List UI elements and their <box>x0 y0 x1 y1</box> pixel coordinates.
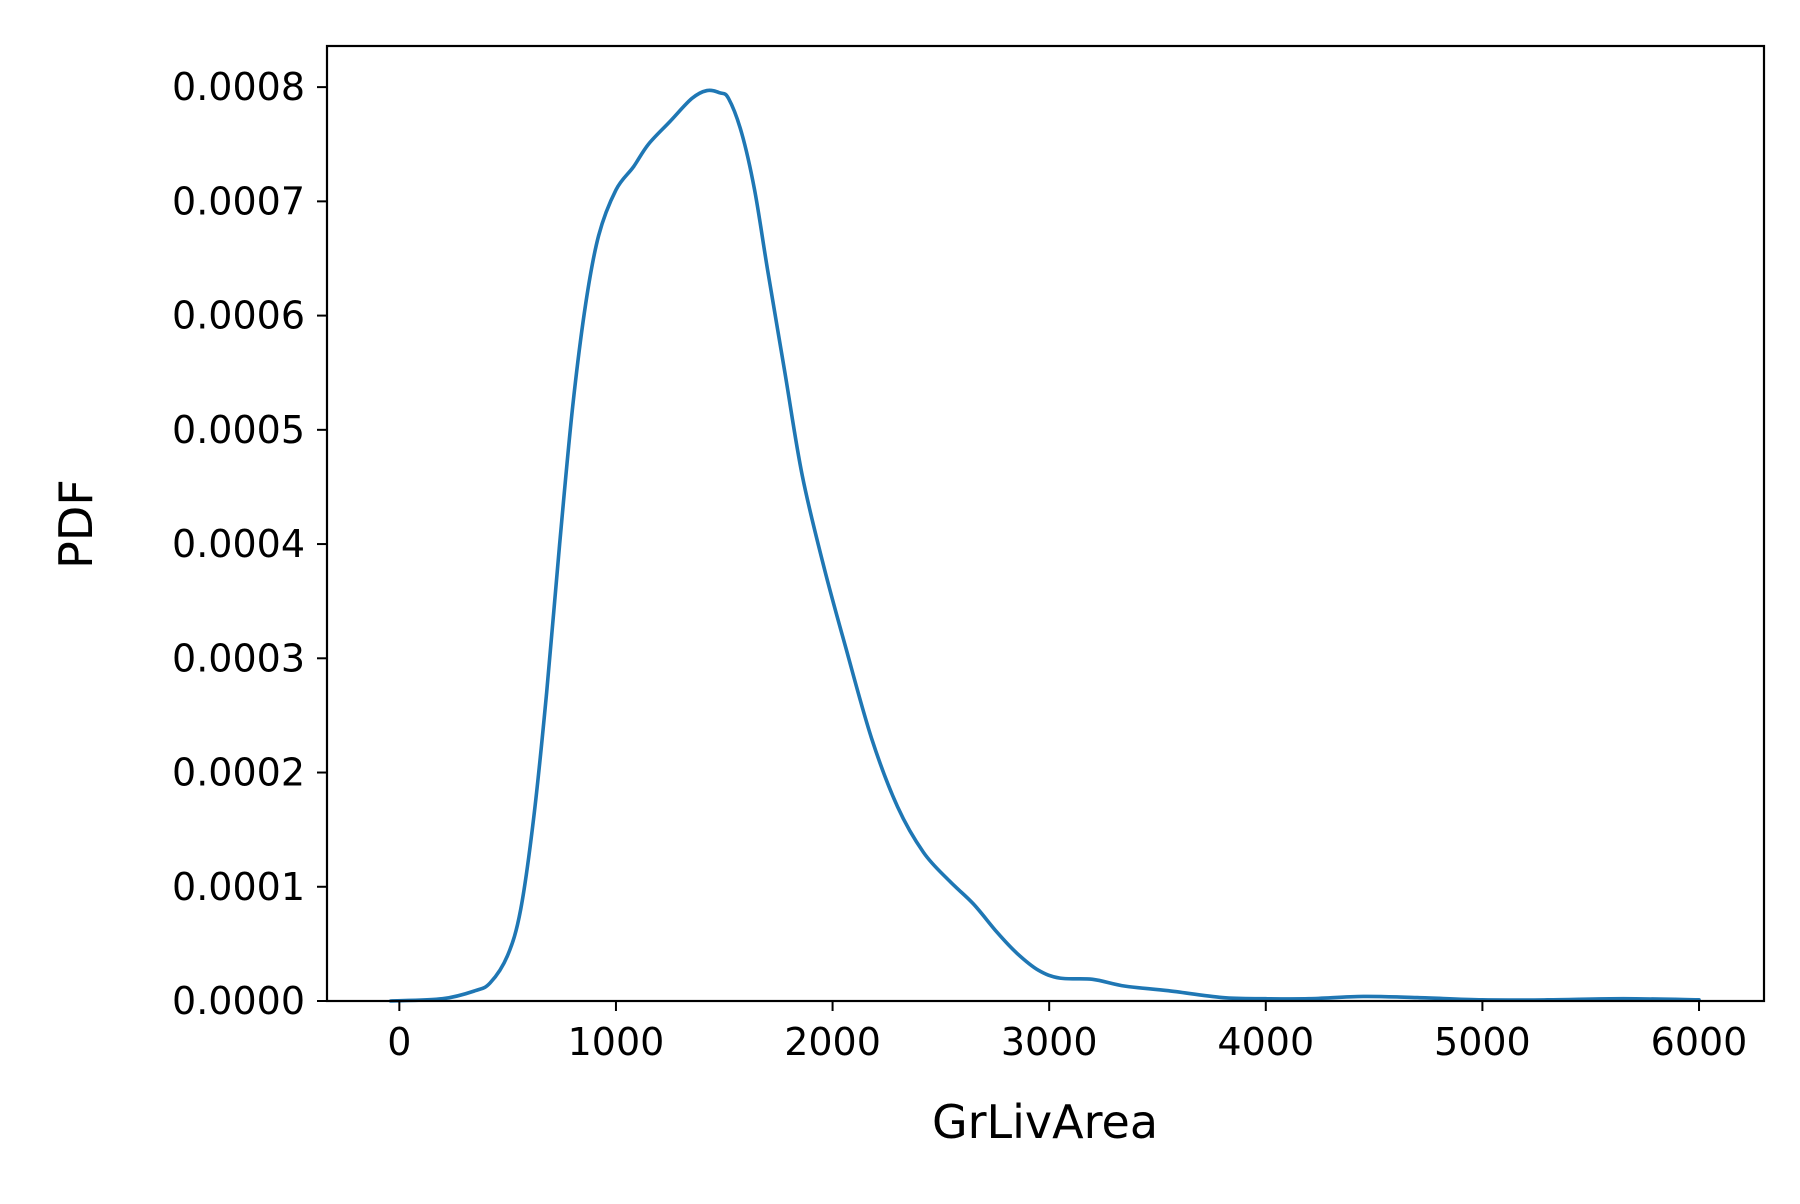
y-tick-label: 0.0003 <box>172 636 305 680</box>
plot-area <box>388 88 1701 1003</box>
y-tick-label: 0.0005 <box>172 408 305 452</box>
x-tick-label: 2000 <box>784 1020 881 1064</box>
y-tick-label: 0.0007 <box>172 179 305 223</box>
y-tick-label: 0.0001 <box>172 865 305 909</box>
x-tick-label: 6000 <box>1651 1020 1748 1064</box>
x-axis-ticks: 0 1000 2000 3000 4000 5000 6000 <box>387 1001 1747 1064</box>
y-tick-label: 0.0004 <box>172 522 305 566</box>
x-tick-label: 4000 <box>1217 1020 1314 1064</box>
x-tick-label: 0 <box>387 1020 411 1064</box>
y-tick-label: 0.0008 <box>172 65 305 109</box>
x-tick-label: 1000 <box>568 1020 665 1064</box>
x-axis-label: GrLivArea <box>932 1095 1158 1149</box>
y-axis-ticks: 0.0000 0.0001 0.0002 0.0003 0.0004 0.0005 0.00… <box>172 65 327 1023</box>
y-tick-label: 0.0000 <box>172 979 305 1023</box>
y-tick-label: 0.0002 <box>172 751 305 795</box>
kde-series-line-0 <box>388 88 1701 1003</box>
x-tick-label: 5000 <box>1434 1020 1531 1064</box>
y-axis-label: PDF <box>49 479 103 569</box>
x-tick-label: 3000 <box>1001 1020 1098 1064</box>
y-tick-label: 0.0006 <box>172 294 305 338</box>
axes-frame <box>325 44 1766 1003</box>
